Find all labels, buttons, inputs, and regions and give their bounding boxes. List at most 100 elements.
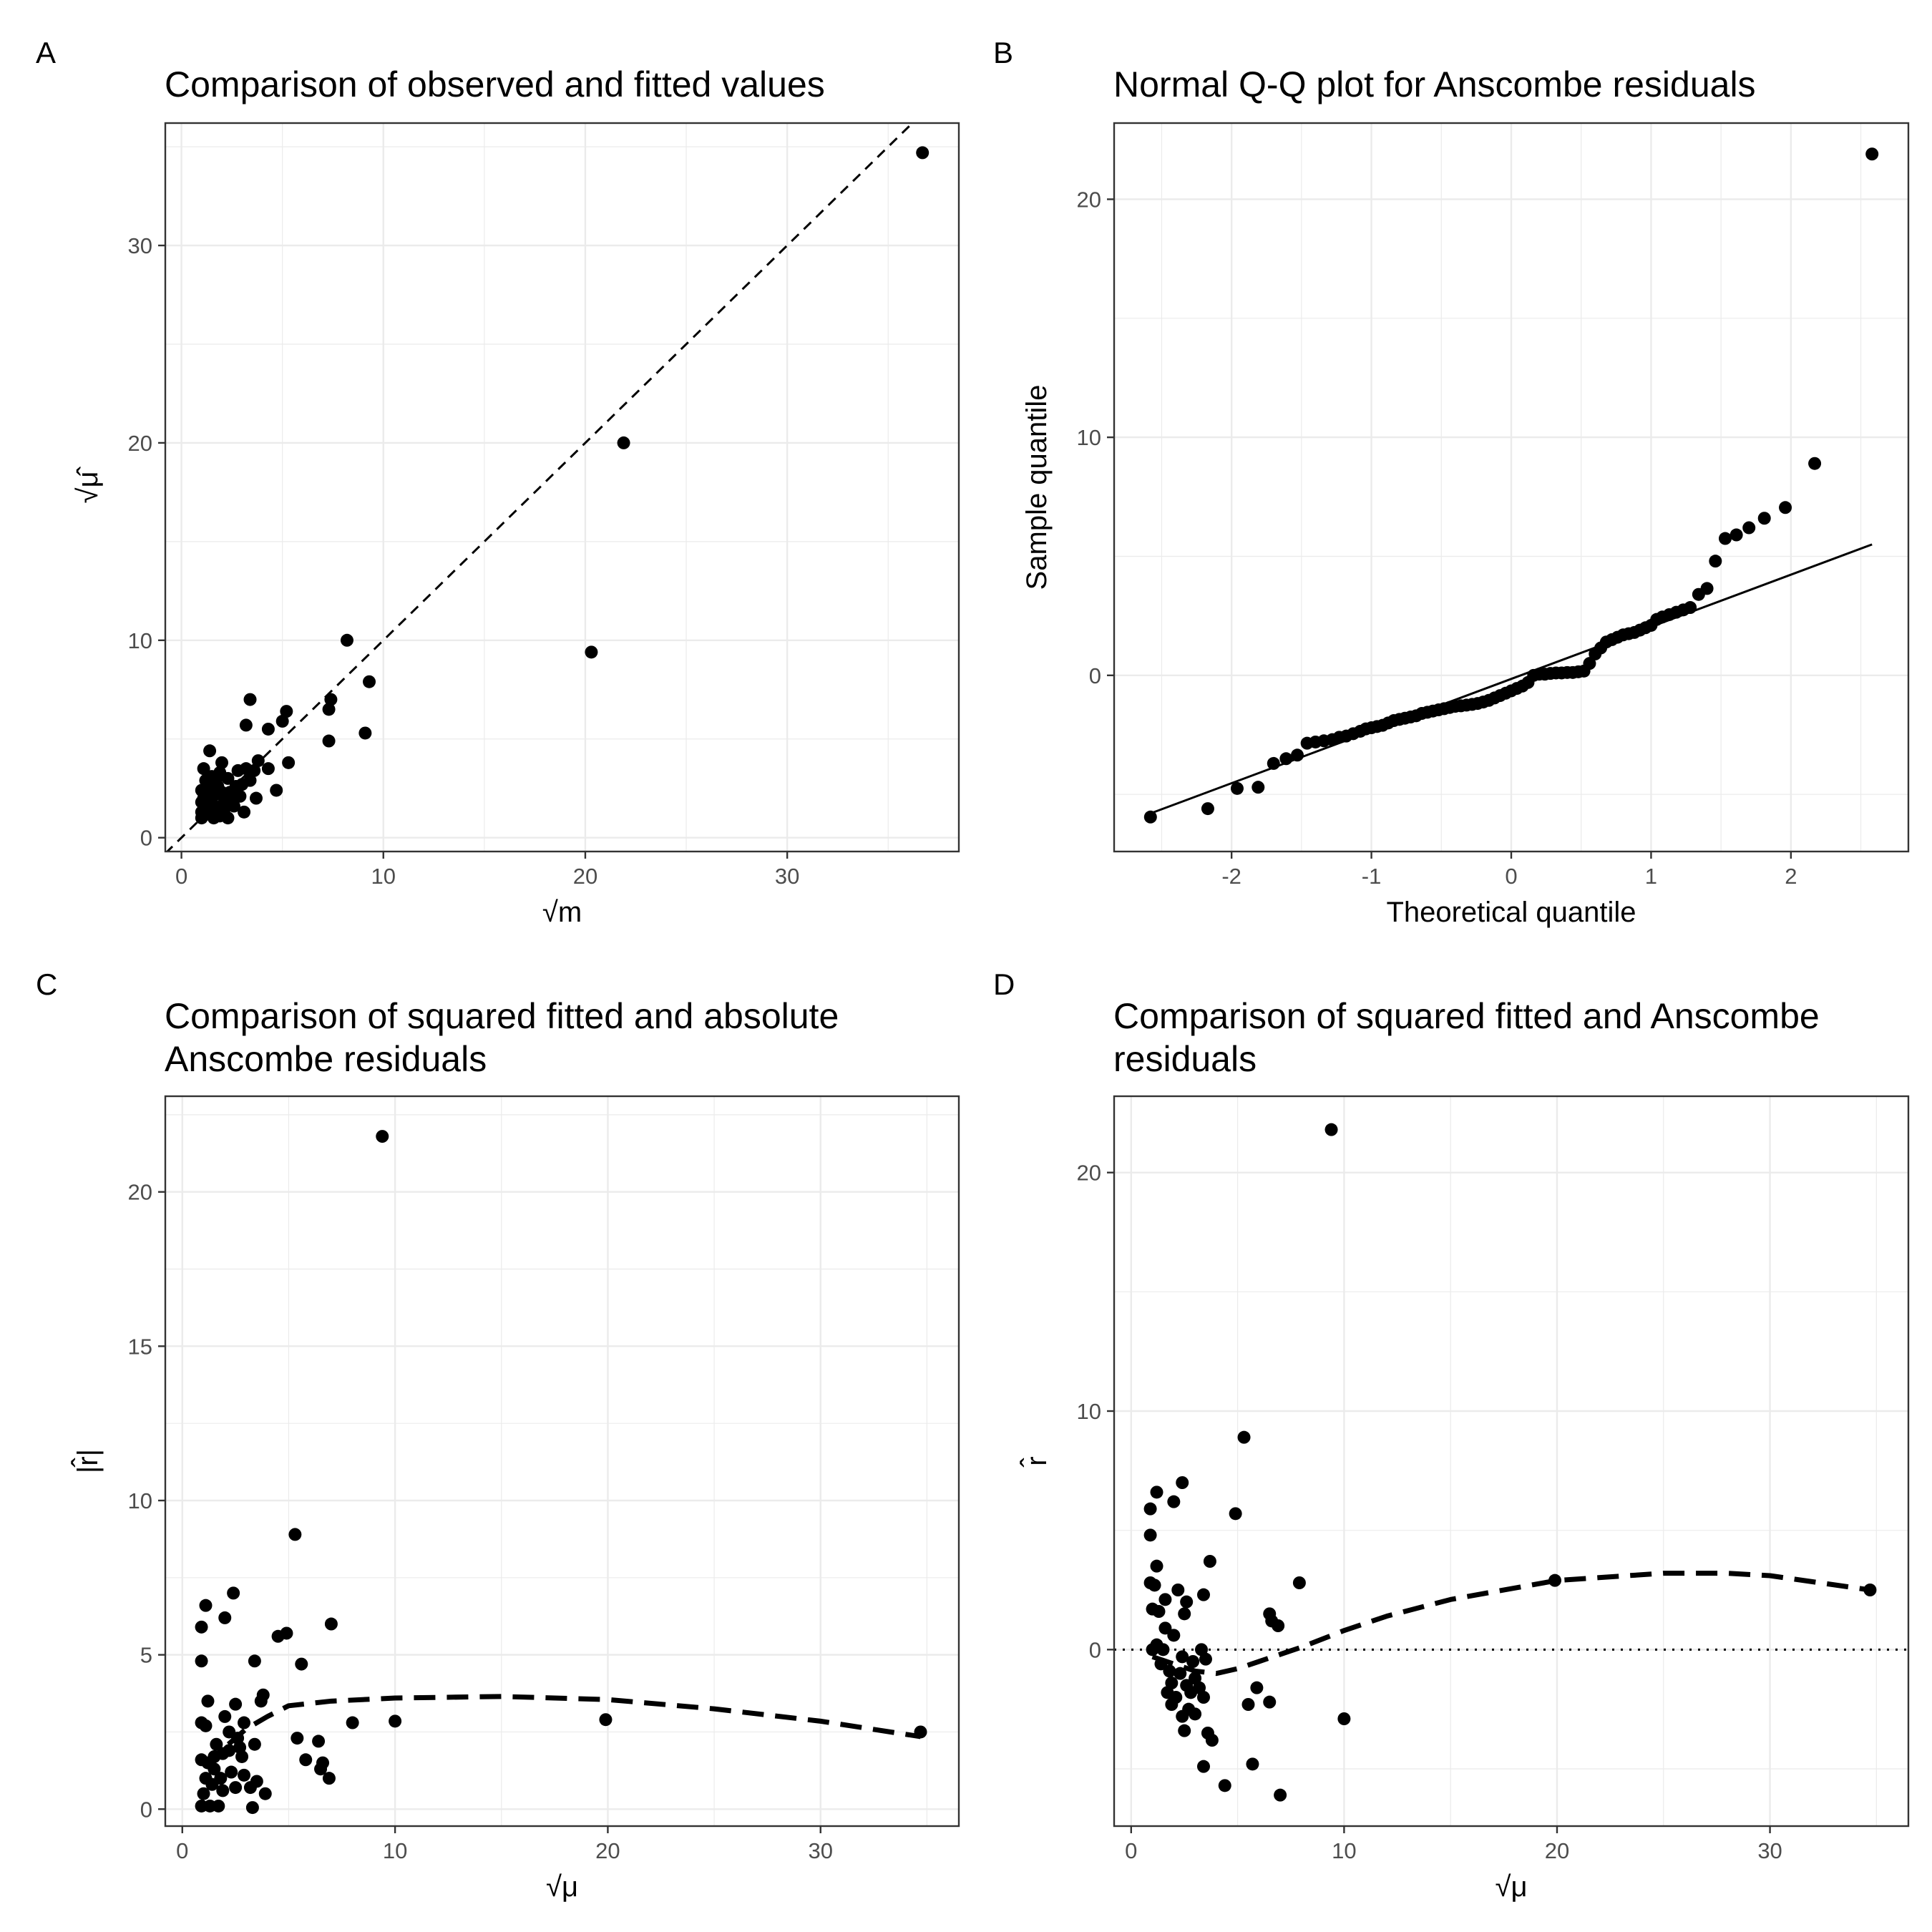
data-point bbox=[1176, 1476, 1189, 1489]
data-point bbox=[1250, 1681, 1264, 1694]
data-point bbox=[1205, 1734, 1219, 1747]
data-point bbox=[233, 789, 247, 803]
x-tick-label: 0 bbox=[175, 864, 187, 889]
panel-tag: C bbox=[36, 967, 57, 1001]
data-point bbox=[1165, 1698, 1179, 1711]
chart-title: Comparison of squared fitted and Anscomb… bbox=[1113, 996, 1820, 1036]
data-point bbox=[1158, 1593, 1172, 1606]
plot-frame bbox=[1113, 1095, 1910, 1828]
y-axis-label: |r̂| bbox=[71, 1449, 104, 1473]
data-point bbox=[1742, 521, 1756, 535]
data-point bbox=[223, 1744, 236, 1757]
x-tick-label: -2 bbox=[1221, 864, 1241, 889]
data-point bbox=[288, 1528, 302, 1541]
x-tick-label: 20 bbox=[1545, 1838, 1569, 1863]
data-point bbox=[1700, 582, 1714, 595]
plot-data bbox=[195, 1130, 927, 1815]
data-point bbox=[243, 1781, 257, 1795]
data-point bbox=[1324, 1123, 1338, 1136]
x-tick-label: 0 bbox=[1125, 1838, 1137, 1863]
plot-frame bbox=[164, 122, 960, 853]
data-point bbox=[1757, 512, 1771, 525]
plot-data bbox=[1114, 1123, 1908, 1802]
data-point bbox=[1229, 1507, 1242, 1521]
data-point bbox=[1272, 1619, 1285, 1632]
data-point bbox=[376, 1130, 389, 1143]
data-point bbox=[1583, 657, 1596, 670]
data-point bbox=[238, 1716, 251, 1729]
x-tick-label: 10 bbox=[1332, 1838, 1356, 1863]
data-point bbox=[199, 774, 213, 787]
data-point bbox=[249, 791, 263, 805]
data-point bbox=[1218, 1779, 1231, 1792]
chart-title: Comparison of observed and fitted values bbox=[165, 64, 825, 104]
data-point bbox=[218, 1611, 232, 1624]
x-tick-label: 20 bbox=[595, 1838, 620, 1863]
data-point bbox=[1154, 1657, 1168, 1671]
data-point bbox=[389, 1714, 402, 1728]
data-point bbox=[346, 1716, 359, 1729]
smoother-line bbox=[202, 1694, 922, 1768]
data-point bbox=[280, 705, 293, 718]
x-tick-label: 0 bbox=[176, 1838, 188, 1863]
data-point bbox=[1178, 1724, 1191, 1737]
data-point bbox=[243, 693, 257, 706]
data-point bbox=[1156, 1643, 1170, 1657]
data-point bbox=[261, 762, 275, 776]
y-tick-label: 10 bbox=[1077, 1399, 1101, 1424]
data-point bbox=[1729, 528, 1743, 542]
data-point bbox=[212, 1799, 225, 1813]
data-point bbox=[1186, 1655, 1200, 1668]
data-point bbox=[218, 1709, 232, 1723]
data-point bbox=[207, 811, 220, 825]
x-tick-label: 30 bbox=[809, 1838, 833, 1863]
chart-title: Normal Q-Q plot for Anscombe residuals bbox=[1113, 64, 1756, 104]
data-point bbox=[324, 1617, 338, 1631]
data-point bbox=[1230, 781, 1244, 795]
data-point bbox=[1684, 601, 1697, 615]
data-point bbox=[1143, 810, 1157, 824]
data-point bbox=[1178, 1607, 1191, 1621]
data-point bbox=[599, 1713, 613, 1727]
data-point bbox=[231, 763, 245, 777]
plot-data bbox=[165, 123, 930, 852]
y-tick-label: 15 bbox=[128, 1334, 152, 1359]
x-axis-label: √m bbox=[542, 897, 582, 928]
data-point bbox=[1174, 1667, 1187, 1680]
data-point bbox=[1196, 1760, 1210, 1773]
data-point bbox=[215, 786, 229, 799]
data-point bbox=[201, 794, 215, 807]
data-point bbox=[1171, 1584, 1185, 1596]
data-point bbox=[363, 675, 376, 688]
panel-d: D Comparison of squared fitted and Anscom… bbox=[993, 967, 1910, 1903]
data-point bbox=[208, 1762, 221, 1776]
y-tick-label: 20 bbox=[128, 1180, 152, 1205]
data-point bbox=[1146, 1643, 1159, 1657]
y-tick-label: 10 bbox=[128, 1488, 152, 1513]
data-point bbox=[324, 693, 338, 706]
data-point bbox=[295, 1657, 308, 1671]
data-point bbox=[248, 1654, 261, 1668]
data-point bbox=[195, 784, 208, 797]
data-point bbox=[1150, 1559, 1163, 1573]
data-point bbox=[914, 1725, 927, 1739]
data-point bbox=[1274, 1788, 1287, 1802]
plot-background bbox=[165, 1096, 959, 1826]
data-point bbox=[1152, 1605, 1166, 1618]
data-point bbox=[916, 146, 930, 160]
data-point bbox=[199, 1719, 213, 1732]
data-point bbox=[322, 734, 336, 748]
data-point bbox=[1263, 1695, 1277, 1709]
data-point bbox=[1196, 1588, 1210, 1601]
x-tick-label: 0 bbox=[1505, 864, 1517, 889]
y-tick-label: 0 bbox=[140, 826, 152, 851]
data-point bbox=[1292, 1576, 1306, 1589]
data-point bbox=[1163, 1664, 1176, 1678]
y-tick-label: 20 bbox=[1077, 1161, 1101, 1186]
x-tick-label: 20 bbox=[573, 864, 597, 889]
data-point bbox=[201, 1694, 215, 1708]
data-point bbox=[1337, 1712, 1351, 1725]
data-point bbox=[1167, 1629, 1181, 1642]
smoother-line bbox=[1151, 1571, 1870, 1677]
panel-tag: D bbox=[993, 967, 1015, 1001]
